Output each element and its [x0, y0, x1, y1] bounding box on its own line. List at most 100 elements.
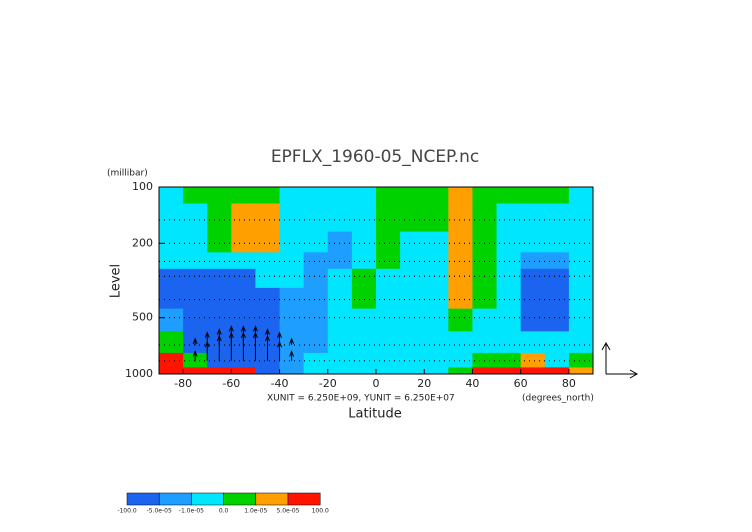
vector-arrow — [289, 350, 295, 361]
y-tick-label: 100 — [132, 180, 153, 193]
contour-cell — [424, 203, 449, 233]
contour-cell — [327, 252, 353, 270]
contour-cell — [520, 231, 546, 253]
contour-cell — [568, 203, 594, 233]
contour-cell — [448, 308, 473, 332]
contour-cell — [520, 367, 546, 375]
contour-cell — [520, 187, 546, 204]
contour-cell — [544, 203, 570, 233]
contour-cell — [472, 268, 498, 289]
contour-cell — [448, 231, 473, 253]
contour-cell — [231, 268, 256, 289]
colorbar-label: -1.0e-05 — [179, 508, 204, 515]
contour-cell — [255, 287, 281, 310]
contour-field — [159, 187, 594, 375]
annotation: XUNIT = 6.250E+09, YUNIT = 6.250E+07 — [267, 394, 455, 404]
contour-cell — [351, 331, 377, 354]
vector-arrow — [265, 334, 270, 361]
contour-cell — [159, 367, 184, 375]
contour-cell — [472, 203, 498, 233]
contour-cell — [231, 252, 256, 270]
vector-arrow — [277, 340, 283, 361]
contour-cell — [448, 268, 473, 289]
contour-cell — [279, 367, 305, 375]
contour-cell — [351, 268, 377, 289]
vectors — [192, 325, 295, 361]
contour-cell — [351, 231, 377, 253]
contour-cell — [327, 352, 353, 368]
contour-cell — [303, 308, 329, 332]
x-tick-label: 60 — [514, 377, 528, 390]
contour-cell — [159, 308, 184, 332]
contour-cell — [159, 187, 184, 204]
contour-cell — [255, 367, 281, 375]
vector-arrow — [228, 331, 234, 361]
x-axis-label: Latitude — [348, 407, 402, 422]
vector-arrow — [192, 337, 198, 346]
contour-cell — [472, 287, 498, 310]
colorbar-label: 100.0 — [312, 508, 329, 515]
contour-cell — [303, 203, 329, 233]
contour-cell — [400, 352, 425, 368]
contour-cell — [496, 367, 522, 375]
contour-cell — [255, 187, 281, 204]
contour-cell — [327, 203, 353, 233]
contour-cell — [279, 187, 305, 204]
colorbar-swatch — [126, 492, 160, 506]
chart-title: EPFLX_1960-05_NCEP.nc — [271, 147, 479, 167]
contour-cell — [303, 367, 329, 375]
contour-cell — [159, 268, 184, 289]
contour-cell — [183, 287, 208, 310]
x-tick-label: -60 — [222, 377, 240, 390]
contour-cell — [279, 252, 305, 270]
contour-cell — [568, 268, 594, 289]
contour-cell — [544, 187, 570, 204]
contour-cell — [376, 203, 401, 233]
contour-cell — [544, 268, 570, 289]
contour-cell — [279, 308, 305, 332]
contour-cell — [448, 203, 473, 233]
contour-cell — [568, 367, 594, 375]
contour-cell — [544, 287, 570, 310]
colorbar-label: -5.0e-05 — [147, 508, 172, 515]
contour-cell — [496, 203, 522, 233]
contour-cell — [327, 268, 353, 289]
contour-cell — [207, 367, 232, 375]
colorbar-swatch — [255, 492, 289, 506]
contour-cell — [400, 203, 425, 233]
contour-cell — [351, 287, 377, 310]
vector-arrow — [216, 334, 222, 361]
contour-cell — [231, 187, 256, 204]
reference-arrow-y — [601, 341, 611, 374]
contour-cell — [255, 231, 281, 253]
contour-cell — [496, 252, 522, 270]
contour-cell — [303, 331, 329, 354]
contour-cell — [520, 308, 546, 332]
contour-cell — [544, 331, 570, 354]
contour-cell — [303, 287, 329, 310]
contour-cell — [376, 252, 401, 270]
contour-cell — [303, 252, 329, 270]
contour-cell — [279, 231, 305, 253]
contour-cell — [448, 367, 473, 375]
y-axis-label: Level — [109, 264, 124, 298]
contour-cell — [327, 331, 353, 354]
reference-arrow-x — [606, 369, 639, 379]
contour-cell — [568, 231, 594, 253]
contour-cell — [400, 187, 425, 204]
contour-cell — [520, 331, 546, 354]
contour-cell — [207, 231, 232, 253]
contour-cell — [448, 352, 473, 368]
contour-cell — [568, 287, 594, 310]
contour-cell — [255, 203, 281, 233]
contour-cell — [207, 287, 232, 310]
contour-cell — [183, 203, 208, 233]
vector-arrow — [192, 350, 198, 361]
contour-cell — [183, 268, 208, 289]
contour-cell — [424, 331, 449, 354]
contour-cell — [496, 268, 522, 289]
x-tick-label: 40 — [465, 377, 479, 390]
contour-cell — [520, 352, 546, 368]
contour-cell — [448, 287, 473, 310]
contour-cell — [279, 203, 305, 233]
